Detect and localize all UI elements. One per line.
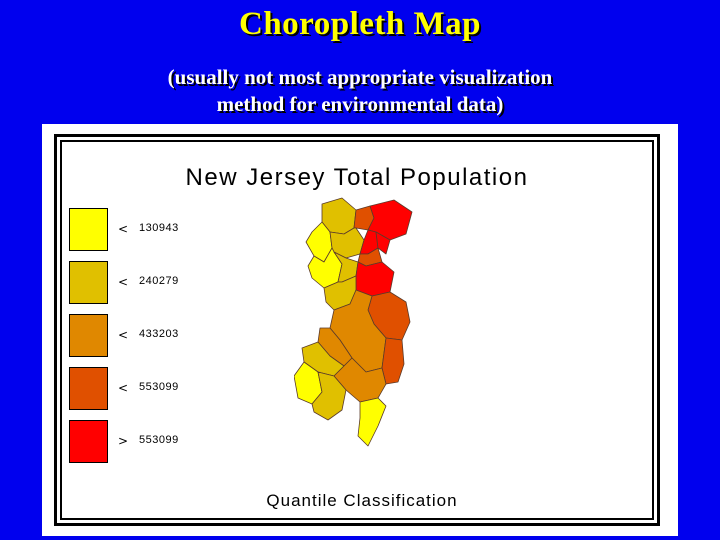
county-middlesex [355, 261, 395, 297]
county-hudson [375, 231, 391, 255]
map-frame-outer [54, 134, 660, 526]
legend-value: 433203 [139, 328, 179, 340]
legend-swatch [69, 208, 108, 251]
map-frame-inner [60, 140, 654, 520]
legend-operator: < [118, 381, 129, 395]
legend-item: < 130943 [69, 208, 269, 252]
new-jersey-county-map [294, 197, 413, 447]
county-cumberland [311, 371, 347, 421]
map-panel: New Jersey Total Population < 130943 < 2… [42, 124, 678, 536]
legend-swatch [69, 314, 108, 357]
legend-value: 130943 [139, 222, 179, 234]
subtitle-line-2: method for environmental data) [216, 92, 504, 116]
legend-swatch [69, 367, 108, 410]
legend-value: 240279 [139, 275, 179, 287]
legend-item: < 433203 [69, 314, 269, 358]
slide-subtitle: (usually not most appropriate visualizat… [0, 64, 720, 118]
county-cape-may [357, 397, 387, 447]
legend-item: > 553099 [69, 420, 269, 464]
legend-value: 553099 [139, 381, 179, 393]
subtitle-line-1: (usually not most appropriate visualizat… [167, 65, 553, 89]
slide-title: Choropleth Map [239, 6, 481, 42]
map-footer: Quantile Classification [266, 491, 458, 510]
map-title: New Jersey Total Population [185, 164, 529, 191]
legend-swatch [69, 261, 108, 304]
legend-item: < 553099 [69, 367, 269, 411]
county-ocean [381, 337, 405, 385]
legend-item: < 240279 [69, 261, 269, 305]
legend-operator: < [118, 275, 129, 289]
legend-operator: < [118, 222, 129, 236]
legend-operator: < [118, 328, 129, 342]
legend-value: 553099 [139, 434, 179, 446]
legend-swatch [69, 420, 108, 463]
legend-operator: > [118, 434, 129, 448]
